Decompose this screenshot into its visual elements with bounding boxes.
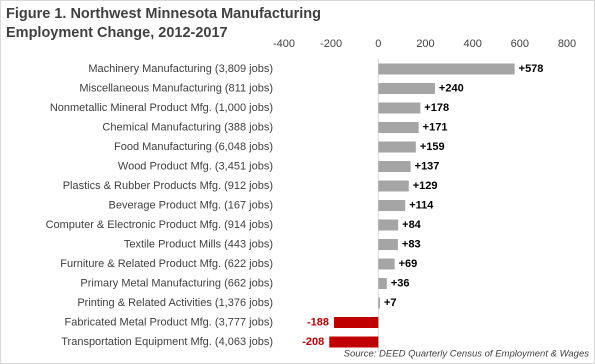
y-tick-label: Nonmetallic Mineral Product Mfg. (1,000 … (50, 102, 273, 114)
bar (378, 180, 409, 192)
x-tick-label: 600 (511, 38, 529, 50)
x-tick-label: 800 (558, 38, 576, 50)
y-tick-label: Machinery Manufacturing (3,809 jobs) (88, 63, 273, 75)
value-label: +171 (423, 121, 448, 133)
y-tick-label: Transportation Equipment Mfg. (4,063 job… (61, 336, 273, 348)
value-label: +36 (391, 277, 410, 289)
value-label: +129 (413, 180, 438, 192)
bar (378, 239, 398, 250)
y-tick-label: Textile Product Mills (443 jobs) (124, 238, 273, 250)
x-tick-label: 200 (416, 38, 434, 50)
value-label: +114 (409, 199, 434, 211)
bar (378, 258, 395, 270)
value-label: +240 (439, 82, 464, 94)
x-tick-label: 400 (463, 38, 481, 50)
y-tick-label: Plastics & Rubber Products Mfg. (912 job… (63, 180, 273, 192)
bar (378, 83, 435, 94)
value-label: +178 (424, 102, 449, 114)
y-tick-label: Primary Metal Manufacturing (662 jobs) (80, 277, 273, 289)
source-note: Source: DEED Quarterly Census of Employm… (344, 349, 590, 360)
value-label: +159 (420, 141, 445, 153)
value-label: -188 (307, 316, 329, 328)
y-tick-label: Beverage Product Mfg. (167 jobs) (109, 199, 273, 211)
bar (378, 297, 380, 309)
x-tick-label: 0 (375, 38, 381, 50)
bar (333, 317, 379, 328)
value-label: +83 (402, 238, 421, 250)
bar (378, 63, 515, 75)
bar (329, 336, 379, 348)
x-tick-label: -400 (273, 38, 295, 50)
bar (378, 102, 421, 114)
bar (378, 219, 399, 231)
bar (378, 141, 416, 153)
bar (378, 200, 406, 211)
y-tick-label: Chemical Manufacturing (388 jobs) (102, 121, 273, 133)
bar (378, 122, 419, 133)
bar (378, 161, 411, 172)
y-tick-label: Wood Product Mfg. (3,451 jobs) (118, 160, 273, 172)
y-tick-label: Furniture & Related Product Mfg. (622 jo… (60, 258, 273, 270)
value-label: -208 (302, 336, 324, 348)
value-label: +578 (519, 63, 544, 75)
value-label: +7 (384, 297, 397, 309)
y-tick-label: Printing & Related Activities (1,376 job… (77, 297, 273, 309)
value-label: +137 (415, 160, 440, 172)
value-label: +84 (402, 219, 422, 231)
y-tick-label: Fabricated Metal Product Mfg. (3,777 job… (65, 316, 273, 328)
y-tick-label: Miscellaneous Manufacturing (811 jobs) (79, 82, 273, 94)
x-tick-label: -200 (320, 38, 342, 50)
chart-title: Figure 1. Northwest Minnesota Manufactur… (6, 6, 321, 41)
y-tick-label: Food Manufacturing (6,048 jobs) (114, 141, 273, 153)
value-label: +69 (399, 258, 418, 270)
bar (378, 278, 387, 289)
y-tick-label: Computer & Electronic Product Mfg. (914 … (46, 219, 273, 231)
